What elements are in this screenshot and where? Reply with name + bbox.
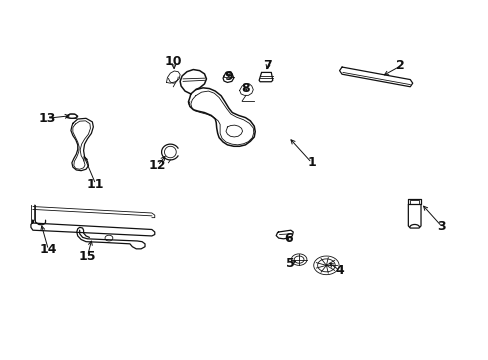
Text: 1: 1 <box>307 156 316 169</box>
Text: 8: 8 <box>241 82 250 95</box>
Text: 4: 4 <box>334 264 343 277</box>
Text: 9: 9 <box>224 69 233 82</box>
Text: 7: 7 <box>263 59 272 72</box>
Text: 2: 2 <box>395 59 404 72</box>
Text: 5: 5 <box>286 257 295 270</box>
Text: 13: 13 <box>38 112 56 125</box>
Text: 14: 14 <box>40 243 57 256</box>
Text: 3: 3 <box>437 220 446 233</box>
Text: 11: 11 <box>87 178 104 191</box>
Text: 6: 6 <box>284 231 293 244</box>
Text: 12: 12 <box>149 159 166 172</box>
Text: 15: 15 <box>79 249 96 262</box>
Text: 10: 10 <box>165 55 182 68</box>
